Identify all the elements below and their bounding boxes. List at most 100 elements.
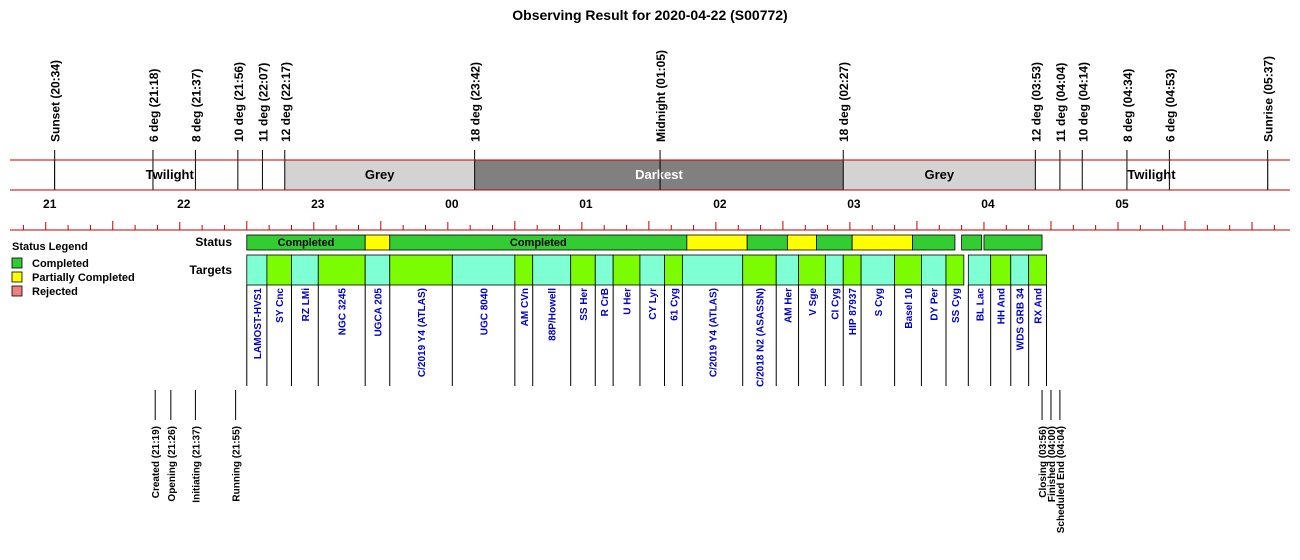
hour-tick-label: 00 — [445, 197, 459, 211]
target-label: C/2019 Y4 (ATLAS) — [709, 288, 720, 377]
sky-event-label: Sunset (20:34) — [49, 60, 63, 142]
legend-item-label: Partially Completed — [32, 272, 135, 284]
target-label: UGCA 205 — [373, 288, 384, 337]
hour-tick-label: 22 — [177, 197, 191, 211]
targets-row-label: Targets — [190, 263, 233, 277]
legend-swatch — [11, 285, 23, 297]
process-event-label: Finished (04:00) — [1047, 426, 1058, 502]
sky-event-label: Midnight (01:05) — [654, 50, 668, 142]
target-label: U Her — [623, 288, 634, 315]
sky-period-block — [474, 160, 844, 190]
targets-row: Targets LAMOST-HVS1 SY Cnc RZ LMi NGC 3245 UG… — [190, 254, 1048, 387]
target-block — [570, 254, 596, 286]
target-block — [246, 254, 268, 286]
target-block — [798, 254, 826, 286]
hour-tick-label: 23 — [311, 197, 325, 211]
target-label: CY Lyr — [648, 288, 659, 320]
target-block — [842, 254, 862, 286]
process-event-markers: Created (21:19) Opening (21:26) Initiating… — [151, 390, 1067, 533]
target-block — [514, 254, 534, 286]
hour-tick-label: 03 — [847, 197, 861, 211]
target-label: LAMOST-HVS1 — [253, 288, 264, 360]
hour-tick-label: 02 — [713, 197, 727, 211]
sky-event-label: 8 deg (21:37) — [189, 69, 203, 142]
chart-title: Observing Result for 2020-04-22 (S00772) — [512, 7, 787, 23]
sky-period-block — [284, 160, 475, 190]
status-segment — [816, 234, 853, 251]
status-segment — [912, 234, 956, 251]
sky-event-label: 10 deg (04:14) — [1076, 62, 1090, 142]
hour-tick-label: 04 — [981, 197, 995, 211]
hour-tick-label: 05 — [1115, 197, 1129, 211]
target-label: C/2018 N2 (ASASSN) — [755, 288, 766, 387]
target-block — [451, 254, 516, 286]
target-label: UGC 8040 — [480, 288, 491, 336]
sky-period-label: Twilight — [1127, 167, 1176, 182]
legend-item-label: Completed — [32, 258, 89, 270]
sky-event-label: 11 deg (04:04) — [1054, 63, 1068, 142]
target-block — [1010, 254, 1030, 286]
sky-event-label: 6 deg (21:18) — [147, 69, 161, 142]
sky-event-label: 6 deg (04:53) — [1163, 69, 1177, 142]
status-row-label: Status — [195, 235, 232, 249]
target-label: S Cyg — [874, 288, 885, 316]
target-label: 88P/Howell — [548, 288, 559, 341]
sky-event-label: 8 deg (04:34) — [1121, 69, 1135, 142]
sky-event-label: 18 deg (02:27) — [837, 62, 851, 142]
sky-period-band: Twilight Grey Darkest Grey Twilight — [10, 159, 1290, 191]
status-segment — [786, 234, 817, 251]
status-legend: Status Legend Completed Partially Complete… — [11, 241, 135, 298]
target-label: WDS GRB 34 — [1016, 288, 1027, 351]
target-block — [364, 254, 391, 286]
target-label: HH And — [997, 288, 1008, 324]
sky-event-label: 12 deg (03:53) — [1029, 62, 1043, 142]
target-label: 61 Cyg — [669, 288, 680, 321]
process-event-label: Closing (03:56) — [1038, 426, 1049, 498]
status-segment — [983, 234, 1043, 251]
status-segment — [364, 234, 391, 251]
target-block — [990, 254, 1012, 286]
status-segment — [746, 234, 788, 251]
sky-period-label: Twilight — [146, 167, 195, 182]
sky-period-block — [843, 160, 1036, 190]
target-block — [317, 254, 366, 286]
sky-event-label: 18 deg (23:42) — [469, 62, 483, 142]
target-block — [639, 254, 665, 286]
target-block — [532, 254, 572, 286]
sky-event-label: Sunrise (05:37) — [1262, 56, 1276, 142]
process-event-label: Scheduled End (04:04) — [1056, 426, 1067, 533]
process-event-label: Opening (21:26) — [167, 426, 178, 502]
target-label: BL Lac — [975, 288, 986, 322]
legend-swatch — [11, 271, 23, 283]
status-segment — [851, 234, 913, 251]
sky-period-label: Darkest — [635, 167, 683, 182]
legend-swatch — [11, 257, 23, 269]
target-label: V Sge — [808, 288, 819, 316]
target-block — [945, 254, 965, 286]
target-label: SS Her — [579, 288, 590, 321]
target-block — [921, 254, 947, 286]
target-block — [742, 254, 777, 286]
target-label: HIP 87937 — [848, 288, 859, 336]
sky-event-label: 10 deg (21:56) — [232, 62, 246, 142]
target-block — [612, 254, 641, 286]
target-block — [824, 254, 844, 286]
process-event-label: Running (21:55) — [232, 426, 243, 502]
process-event-label: Created (21:19) — [151, 426, 162, 498]
status-segment — [961, 234, 983, 251]
sky-period-label: Grey — [365, 167, 395, 182]
target-block — [894, 254, 922, 286]
target-block — [681, 254, 744, 286]
hour-tick-label: 01 — [579, 197, 593, 211]
target-block — [389, 254, 453, 286]
status-segment-label: Completed — [510, 237, 567, 249]
target-block — [967, 254, 992, 286]
target-label: AM CVn — [520, 288, 531, 326]
target-label: AM Her — [783, 288, 794, 323]
target-block — [266, 254, 292, 286]
target-label: R CrB — [600, 288, 611, 316]
legend-title: Status Legend — [12, 241, 88, 253]
target-label: DY Per — [930, 288, 941, 321]
target-label: SY Cnc — [275, 288, 286, 323]
target-block — [775, 254, 799, 286]
